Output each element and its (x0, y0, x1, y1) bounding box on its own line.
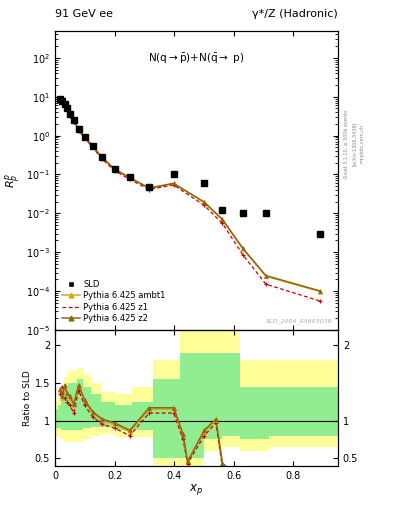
Text: N(q$\rightarrow\bar{\rm p}$)+N($\bar{\rm q}\rightarrow$ p): N(q$\rightarrow\bar{\rm p}$)+N($\bar{\rm… (148, 52, 245, 66)
Text: Rivet 3.1.10, ≥ 500k events: Rivet 3.1.10, ≥ 500k events (344, 109, 349, 178)
Y-axis label: Ratio to SLD: Ratio to SLD (23, 370, 32, 426)
Legend: SLD, Pythia 6.425 ambt1, Pythia 6.425 z1, Pythia 6.425 z2: SLD, Pythia 6.425 ambt1, Pythia 6.425 z1… (59, 278, 168, 326)
Text: 91 GeV ee: 91 GeV ee (55, 9, 113, 19)
Text: SLD_2004_S5693039: SLD_2004_S5693039 (266, 318, 332, 324)
X-axis label: $x_{p}$: $x_{p}$ (189, 482, 204, 497)
Y-axis label: $R^{p}_{p}$: $R^{p}_{p}$ (4, 173, 23, 188)
Text: γ*/Z (Hadronic): γ*/Z (Hadronic) (252, 9, 338, 19)
Text: mcplots.cern.ch: mcplots.cern.ch (360, 124, 365, 163)
Text: [arXiv:1306.3436]: [arXiv:1306.3436] (352, 121, 357, 165)
